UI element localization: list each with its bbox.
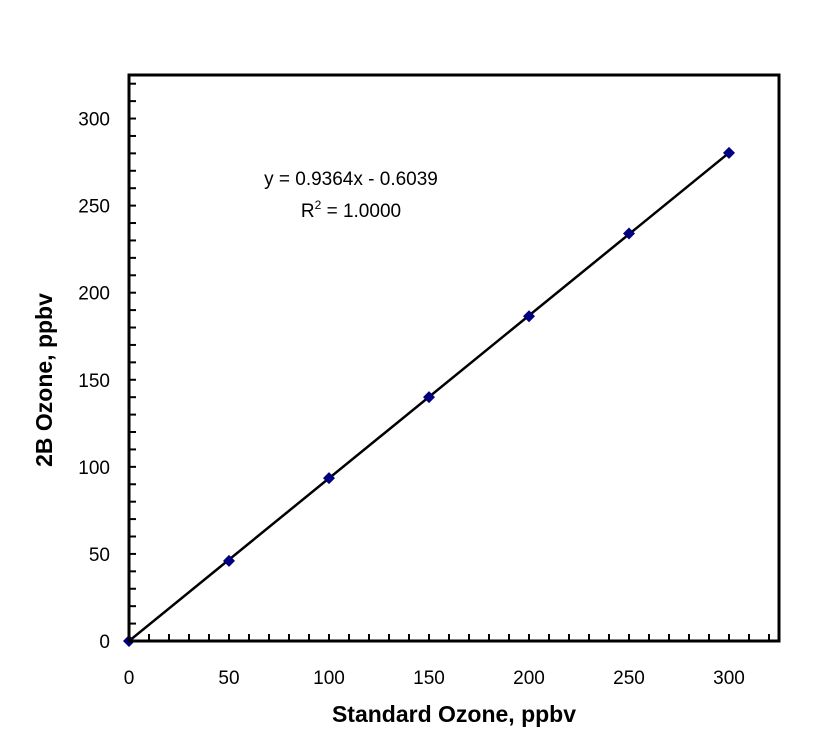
x-tick-label: 150 bbox=[413, 668, 445, 689]
tick-labels: 0 50 100 150 200 250 300 0 50 100 150 200 250 300 bbox=[78, 110, 745, 689]
x-tick-label: 0 bbox=[124, 668, 135, 689]
minor-ticks bbox=[129, 82, 770, 641]
y-axis-title: 2B Ozone, ppbv bbox=[31, 293, 57, 467]
r-squared-label: R2 = 1.0000 bbox=[301, 198, 401, 222]
x-tick-label: 200 bbox=[513, 668, 545, 689]
r2-superscript: 2 bbox=[315, 198, 322, 212]
data-point bbox=[323, 472, 335, 485]
r2-value: = 1.0000 bbox=[321, 201, 401, 222]
x-tick-label: 250 bbox=[613, 668, 645, 689]
y-tick-label: 300 bbox=[78, 110, 110, 131]
y-tick-label: 50 bbox=[89, 545, 110, 566]
data-point bbox=[623, 227, 635, 240]
x-tick-label: 300 bbox=[713, 668, 745, 689]
data-point bbox=[723, 146, 735, 159]
data-points bbox=[123, 146, 735, 647]
plot-frame bbox=[127, 73, 781, 643]
y-tick-label: 200 bbox=[78, 284, 110, 305]
data-point bbox=[423, 391, 435, 404]
y-tick-label: 150 bbox=[78, 371, 110, 392]
x-tick-label: 100 bbox=[313, 668, 345, 689]
trendline-equation: y = 0.9364x - 0.6039 bbox=[264, 169, 438, 190]
r2-prefix: R bbox=[301, 201, 315, 222]
x-tick-label: 50 bbox=[218, 668, 239, 689]
y-tick-label: 250 bbox=[78, 197, 110, 218]
data-point bbox=[523, 310, 535, 323]
data-point bbox=[223, 554, 235, 567]
y-tick-label: 100 bbox=[78, 458, 110, 479]
y-tick-label: 0 bbox=[99, 632, 110, 653]
x-axis-title: Standard Ozone, ppbv bbox=[332, 701, 576, 727]
